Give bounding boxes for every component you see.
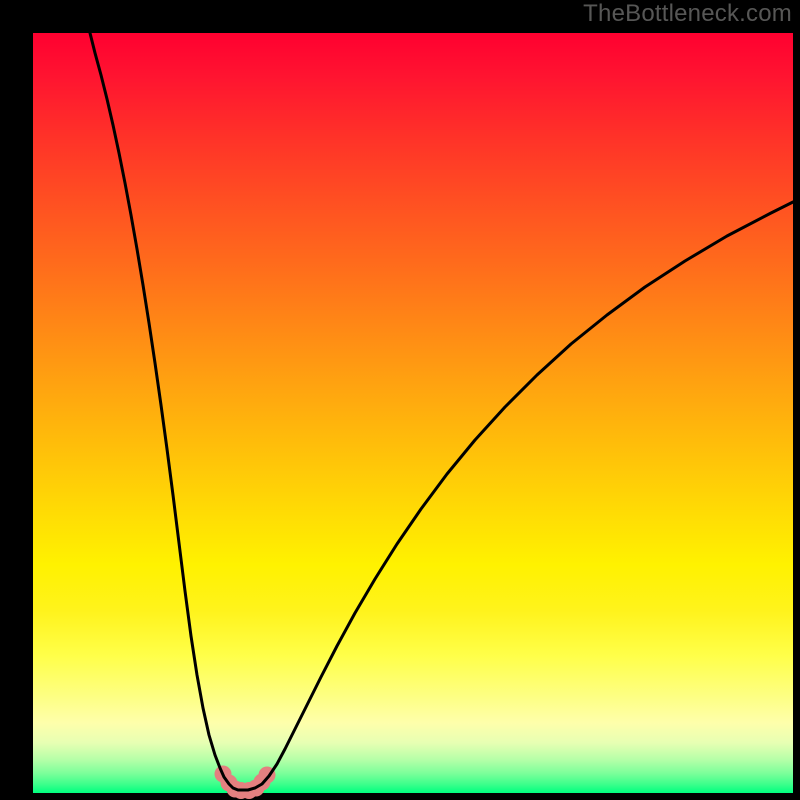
bead-group (215, 766, 276, 800)
plot-area (33, 33, 793, 793)
curve-layer (33, 33, 793, 793)
watermark-text: TheBottleneck.com (583, 0, 792, 28)
bottleneck-curve (90, 33, 793, 790)
stage: TheBottleneck.com (0, 0, 800, 800)
